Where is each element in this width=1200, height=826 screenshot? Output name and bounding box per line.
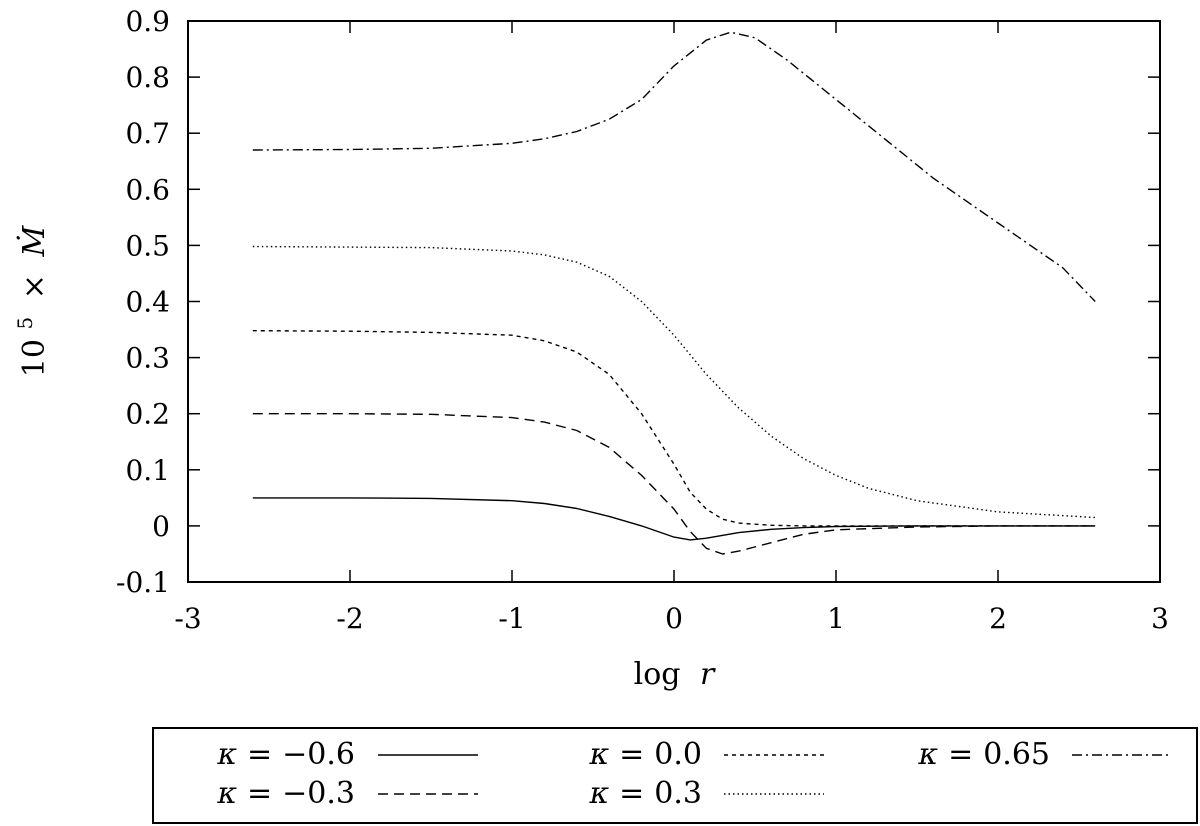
series-lines xyxy=(252,31,1096,555)
series-line-0 xyxy=(252,497,1096,541)
series-line-1 xyxy=(252,413,1096,555)
series-line-3 xyxy=(252,245,1096,519)
legend-value: 0.0 xyxy=(654,737,702,772)
legend-value: −0.3 xyxy=(282,776,355,811)
legend-label: κ = 0.65 xyxy=(917,737,1050,772)
x-tick-label: -3 xyxy=(174,602,201,635)
y-tick-label: 0.1 xyxy=(125,454,170,487)
y-axis-label-exp: 5 xyxy=(13,317,37,330)
legend-kappa: κ xyxy=(917,737,938,772)
legend-equals: = xyxy=(619,737,644,772)
y-tick-label: 0.6 xyxy=(125,173,170,206)
legend-value: 0.3 xyxy=(654,776,702,811)
y-axis-label-var: Ṁ xyxy=(16,225,52,258)
legend-kappa: κ xyxy=(216,776,237,811)
y-tick-label: 0.3 xyxy=(125,342,170,375)
axis-ticks: -3 -2 -1 0 1 2 3 -0.1 0 0.1 0.2 0.3 0.4 0.5 0.6 0.7 0.8 0… xyxy=(116,5,1169,635)
legend-box xyxy=(152,727,1198,824)
series-line-4 xyxy=(252,31,1096,302)
y-axis-label-times: × xyxy=(17,274,52,299)
legend-label: κ = −0.3 xyxy=(216,776,355,811)
x-tick-label: 2 xyxy=(989,602,1007,635)
legend-equals: = xyxy=(247,737,272,772)
legend-equals: = xyxy=(619,776,644,811)
y-tick-label: 0 xyxy=(152,510,170,543)
y-tick-label: 0.5 xyxy=(125,229,170,262)
legend: κ = −0.6 κ = −0.3 κ = 0.0 κ = 0.3 κ = 0.65 xyxy=(152,727,1198,824)
legend-kappa: κ xyxy=(588,776,609,811)
legend-equals: = xyxy=(247,776,272,811)
y-axis-label-base: 10 xyxy=(17,339,52,377)
legend-kappa: κ xyxy=(216,737,237,772)
series-line-2 xyxy=(252,330,1096,527)
x-axis-label-prefix: log xyxy=(634,657,681,692)
legend-value: −0.6 xyxy=(282,737,355,772)
x-tick-label: 3 xyxy=(1151,602,1169,635)
y-tick-label: 0.7 xyxy=(125,117,170,150)
legend-label: κ = −0.6 xyxy=(216,737,355,772)
x-tick-label: -2 xyxy=(336,602,363,635)
y-tick-label: 0.4 xyxy=(125,286,170,319)
x-axis-label: log r xyxy=(634,657,716,692)
legend-equals: = xyxy=(948,737,973,772)
x-tick-label: 1 xyxy=(827,602,845,635)
legend-kappa: κ xyxy=(588,737,609,772)
x-axis-label-var: r xyxy=(700,657,716,692)
y-tick-label: 0.8 xyxy=(125,61,170,94)
y-tick-label: 0.9 xyxy=(125,5,170,38)
y-tick-label: 0.2 xyxy=(125,398,170,431)
x-tick-label: 0 xyxy=(665,602,683,635)
legend-value: 0.65 xyxy=(983,737,1050,772)
y-tick-label: -0.1 xyxy=(116,566,170,599)
y-axis-label: 10 5 × Ṁ xyxy=(5,225,52,378)
x-tick-label: -1 xyxy=(498,602,525,635)
legend-label: κ = 0.0 xyxy=(588,737,702,772)
legend-label: κ = 0.3 xyxy=(588,776,702,811)
